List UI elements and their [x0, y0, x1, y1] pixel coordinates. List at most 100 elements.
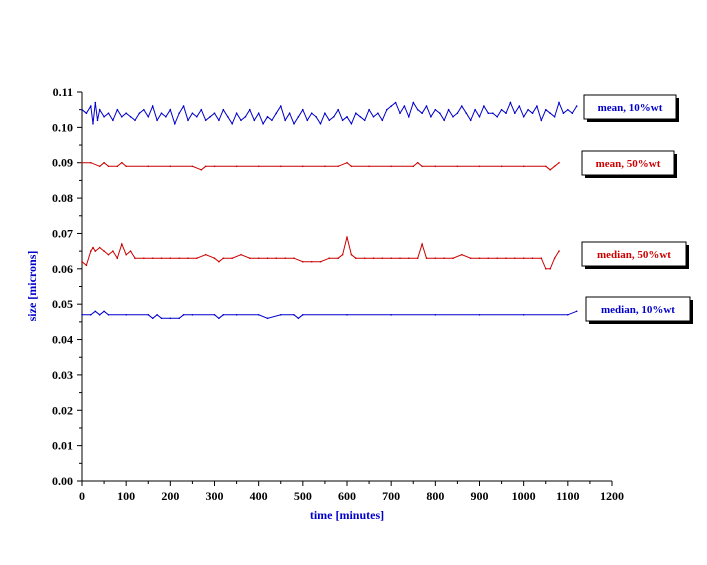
series-2-point	[90, 250, 92, 252]
x-tick-label: 700	[382, 489, 400, 503]
series-2-point	[337, 257, 340, 260]
legend-label: median, 50%wt	[597, 249, 671, 261]
y-tick-label: 0.07	[52, 226, 73, 240]
series-2-point	[469, 257, 472, 260]
series-1-point	[500, 165, 503, 168]
series-line-2	[81, 236, 560, 270]
series-3-point	[280, 314, 282, 316]
series-0-point	[377, 112, 379, 114]
series-2-point	[257, 257, 260, 260]
series-0-point	[90, 105, 92, 107]
series-3-point	[302, 314, 304, 316]
series-2-point	[390, 257, 393, 260]
series-0-point	[121, 116, 123, 118]
series-1-point	[116, 165, 119, 168]
series-0-point	[244, 116, 247, 118]
series-2-point	[487, 257, 490, 260]
series-0-point	[527, 108, 529, 111]
series-2-point	[284, 257, 287, 260]
series-0-point	[540, 119, 543, 122]
series-2-point	[94, 250, 97, 252]
series-0-point	[439, 112, 441, 114]
series-1-point	[204, 165, 207, 168]
series-0-point	[394, 101, 397, 104]
series-2-point	[399, 257, 401, 260]
series-0-point	[94, 101, 97, 104]
series-3-point	[191, 314, 194, 316]
series-2-point	[293, 257, 295, 260]
legend-box	[581, 241, 687, 267]
series-0-point	[333, 116, 335, 118]
series-0-point	[297, 116, 300, 118]
series-0-point	[200, 108, 203, 111]
y-tick-label: 0.11	[53, 85, 73, 99]
series-1-point	[103, 161, 105, 164]
y-tick-label: 0.09	[52, 156, 73, 170]
x-tick-label: 600	[338, 489, 356, 503]
series-2-point	[125, 253, 127, 256]
series-1-point	[90, 161, 92, 164]
series-2-point	[434, 257, 437, 260]
series-2-point	[341, 253, 344, 256]
series-2-point	[116, 257, 119, 260]
series-0-point	[213, 112, 216, 114]
series-2-point	[545, 268, 547, 270]
x-tick-label: 300	[206, 489, 224, 503]
series-0-point	[553, 116, 556, 118]
series-0-point	[461, 105, 463, 107]
series-3-point	[98, 314, 101, 316]
series-0-point	[178, 112, 180, 114]
series-0-point	[151, 105, 154, 107]
series-0-point	[156, 119, 158, 122]
series-2-point	[178, 257, 180, 260]
series-3-point	[293, 314, 295, 316]
y-tick-label: 0.04	[52, 333, 73, 347]
series-2-point	[266, 257, 269, 260]
series-0-point	[545, 108, 547, 111]
series-0-point	[306, 119, 309, 122]
x-tick-label: 1000	[512, 489, 536, 503]
series-3-point	[434, 314, 437, 316]
series-1-point	[368, 165, 370, 168]
series-2-point	[134, 257, 136, 260]
series-0-point	[98, 108, 101, 111]
series-3-point	[90, 314, 92, 316]
series-2-point	[408, 257, 410, 260]
series-3-point	[213, 314, 216, 316]
series-2-point	[363, 257, 366, 260]
series-line-3	[82, 310, 577, 319]
series-0-point	[302, 108, 304, 111]
series-2-point	[522, 257, 525, 260]
series-0-point	[522, 116, 525, 118]
legend-box	[581, 150, 675, 176]
series-3-point	[160, 317, 163, 320]
series-2-point	[416, 257, 419, 260]
legend-entry: median, 10%wt	[585, 296, 693, 324]
series-3-point	[103, 310, 105, 313]
series-0-point	[443, 119, 446, 122]
series-1-point	[125, 165, 127, 168]
y-tick-label: 0.10	[52, 120, 73, 134]
legend-entry: median, 50%wt	[581, 241, 689, 269]
series-0-point	[160, 112, 163, 114]
series-0-point	[182, 105, 185, 107]
series-0-point	[536, 105, 538, 107]
x-tick-label: 500	[294, 489, 312, 503]
series-2-point	[514, 257, 516, 260]
series-0-point	[240, 119, 242, 122]
series-0-point	[483, 105, 485, 107]
series-1-point	[257, 165, 260, 168]
series-0-point	[191, 112, 194, 114]
y-tick-label: 0.05	[52, 297, 73, 311]
series-1-point	[213, 165, 216, 168]
series-2-point	[549, 268, 551, 270]
series-0-point	[518, 105, 521, 107]
series-0-point	[293, 123, 295, 125]
y-tick-label: 0.03	[52, 368, 73, 382]
series-3-point	[478, 314, 481, 316]
series-0-point	[421, 112, 423, 114]
series-0-point	[571, 112, 574, 114]
series-0-point	[368, 108, 370, 111]
series-3-point	[156, 314, 158, 316]
series-0-point	[257, 112, 260, 114]
